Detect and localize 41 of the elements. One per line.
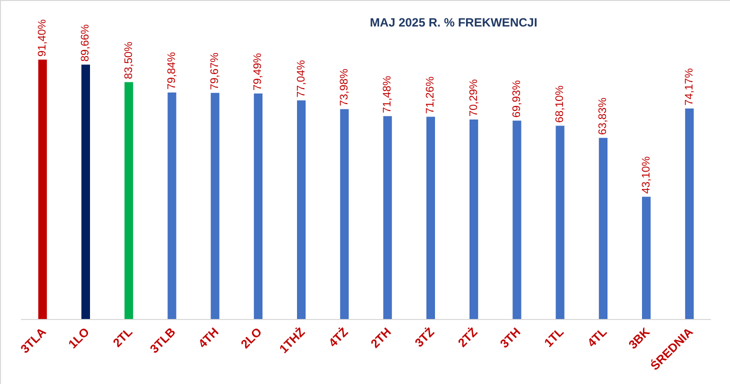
bar xyxy=(168,92,176,319)
data-label: 91,40% xyxy=(36,19,49,57)
data-label: 74,17% xyxy=(683,68,696,106)
data-label: 71,48% xyxy=(382,76,394,114)
x-tick-label: 3TŻ xyxy=(412,324,438,350)
bar xyxy=(124,82,134,319)
data-label: 71,26% xyxy=(424,76,437,114)
bar xyxy=(512,120,522,319)
x-tick-label: 4TH xyxy=(195,324,222,351)
data-label: 79,49% xyxy=(252,52,264,90)
chart-title: MAJ 2025 R. % FREKWENCJI xyxy=(370,16,538,30)
bar xyxy=(685,108,694,319)
bar xyxy=(38,60,47,319)
data-label: 77,04% xyxy=(295,60,308,98)
data-label: 69,93% xyxy=(510,80,523,118)
bar xyxy=(340,109,349,319)
x-tick-label: 1TL xyxy=(541,324,566,350)
bar xyxy=(81,64,90,319)
bar xyxy=(210,92,220,319)
data-label: 79,84% xyxy=(166,52,178,90)
x-tick-label: 4TL xyxy=(584,324,610,350)
bar xyxy=(556,126,564,319)
data-label: 79,67% xyxy=(209,52,222,90)
x-tick-label: 3TH xyxy=(497,324,524,351)
data-label: 73,98% xyxy=(338,68,350,106)
bar xyxy=(598,138,608,319)
data-label: 63,83% xyxy=(597,97,610,135)
bar xyxy=(642,196,651,319)
x-tick-label: 2TL xyxy=(110,324,136,350)
data-label: 43,10% xyxy=(640,156,652,194)
bar xyxy=(297,100,306,319)
bar xyxy=(426,116,435,319)
bar xyxy=(383,116,392,319)
data-label: 70,29% xyxy=(468,79,480,117)
data-label: 83,50% xyxy=(122,42,135,80)
x-tick-label: 4TŻ xyxy=(326,324,351,350)
data-label: 68,10% xyxy=(554,85,566,123)
x-tick-label: 1LO xyxy=(66,324,92,352)
data-label: 89,66% xyxy=(80,24,92,62)
bar xyxy=(254,93,262,319)
bar xyxy=(470,120,478,319)
